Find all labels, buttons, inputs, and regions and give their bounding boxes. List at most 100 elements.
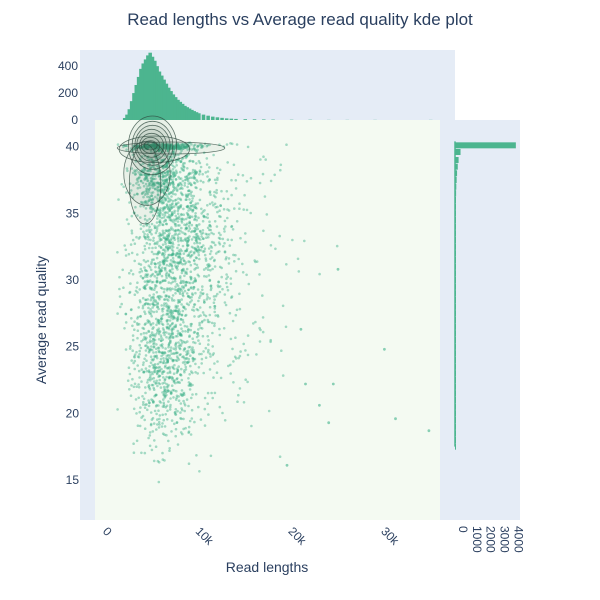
scatter-point (200, 144, 204, 148)
scatter-point (179, 287, 183, 291)
scatter-point (202, 215, 206, 218)
scatter-point (159, 344, 162, 347)
scatter-point (134, 170, 137, 173)
scatter-point (138, 299, 142, 302)
scatter-point (178, 276, 182, 280)
scatter-point (177, 147, 181, 151)
scatter-point (163, 248, 166, 252)
scatter-point (193, 315, 196, 318)
scatter-point (216, 284, 220, 287)
scatter-point (217, 231, 221, 235)
scatter-point (194, 341, 197, 345)
scatter-point (143, 323, 147, 326)
scatter-point (143, 287, 146, 290)
scatter-point (116, 408, 119, 411)
scatter-point (166, 385, 170, 388)
scatter-point (144, 207, 148, 210)
scatter-point (172, 316, 176, 320)
scatter-point (146, 381, 149, 384)
scatter-point (211, 267, 214, 271)
scatter-point (171, 336, 175, 339)
scatter-point (187, 328, 190, 332)
scatter-point (159, 317, 163, 320)
scatter-point (180, 269, 184, 272)
top-histogram-bar (180, 103, 185, 120)
scatter-point (196, 235, 200, 238)
scatter-point (161, 252, 164, 256)
scatter-point (143, 280, 147, 283)
scatter-point (141, 414, 145, 418)
scatter-point (149, 150, 153, 153)
scatter-point (207, 264, 211, 268)
scatter-point (166, 418, 169, 421)
scatter-point (172, 236, 175, 240)
scatter-point (127, 222, 130, 226)
right-histogram-bar (455, 177, 457, 183)
top-histogram-bar (169, 91, 173, 120)
scatter-point (148, 217, 151, 221)
scatter-point (213, 310, 216, 314)
scatter-point (168, 264, 171, 268)
scatter-point (167, 275, 171, 278)
scatter-point (152, 303, 155, 307)
scatter-point (172, 185, 175, 188)
scatter-point (159, 201, 163, 204)
scatter-point (118, 287, 121, 291)
scatter-point (153, 409, 157, 413)
scatter-point (186, 193, 190, 196)
scatter-point (116, 312, 119, 315)
scatter-point (172, 315, 176, 319)
scatter-point (175, 389, 178, 393)
scatter-point (176, 147, 180, 150)
scatter-point (167, 143, 171, 146)
scatter-point (164, 165, 168, 169)
scatter-point (165, 238, 169, 241)
scatter-point (173, 174, 177, 177)
scatter-point (158, 365, 161, 369)
scatter-point (198, 323, 201, 327)
scatter-point (190, 295, 193, 299)
scatter-point (184, 227, 187, 231)
scatter-point (162, 370, 166, 373)
scatter-point (238, 387, 242, 390)
scatter-point (136, 214, 139, 217)
scatter-point (139, 275, 143, 278)
scatter-point (157, 346, 161, 350)
scatter-point (192, 280, 196, 283)
scatter-point (157, 338, 161, 341)
scatter-point (296, 257, 300, 261)
scatter-point (144, 182, 148, 186)
scatter-point (164, 175, 167, 178)
scatter-point (167, 233, 170, 236)
scatter-point (192, 340, 195, 344)
scatter-point (179, 143, 183, 146)
scatter-point (162, 418, 165, 422)
scatter-point (155, 229, 159, 233)
scatter-point (151, 191, 155, 194)
scatter-point (180, 334, 183, 337)
scatter-point (188, 373, 191, 376)
scatter-point (193, 171, 197, 174)
scatter-point (159, 211, 162, 215)
scatter-point (223, 419, 227, 422)
scatter-point (165, 170, 169, 174)
scatter-point (146, 341, 149, 344)
scatter-point (188, 216, 192, 220)
scatter-point (231, 319, 235, 323)
scatter-point (128, 271, 131, 275)
top-histogram-bar (178, 101, 183, 120)
scatter-point (168, 209, 171, 212)
scatter-point (158, 244, 161, 248)
scatter-point (174, 341, 178, 345)
scatter-point (165, 393, 168, 397)
scatter-point (189, 270, 193, 274)
scatter-point (172, 170, 175, 174)
scatter-point (258, 273, 261, 276)
scatter-point (144, 284, 147, 288)
scatter-point (147, 436, 150, 440)
scatter-point (158, 220, 162, 224)
scatter-point (218, 250, 221, 253)
scatter-point (158, 215, 162, 219)
scatter-point (178, 251, 182, 254)
scatter-point (167, 273, 171, 276)
